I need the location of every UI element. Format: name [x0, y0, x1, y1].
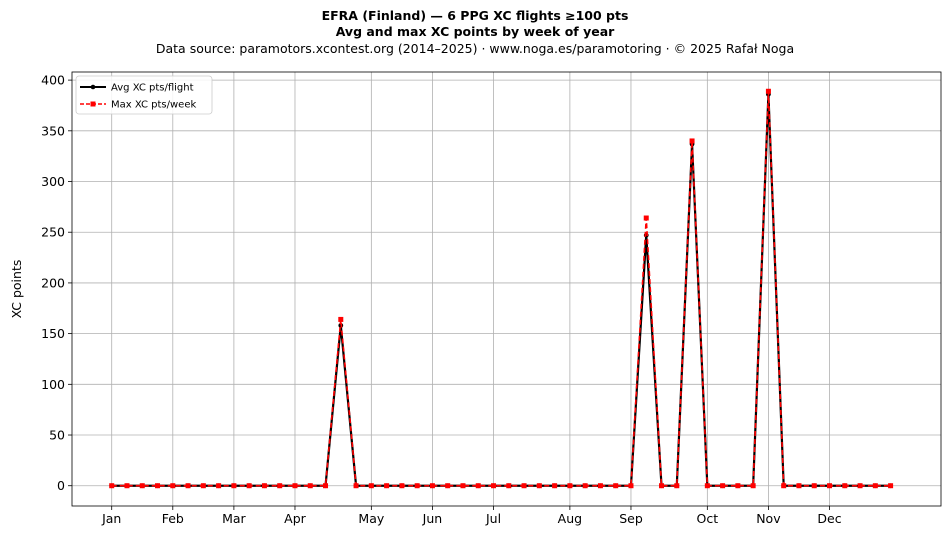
- series-line-max: [111, 90, 891, 487]
- x-tick-label: Oct: [697, 511, 719, 526]
- legend-marker-avg: [90, 84, 96, 90]
- data-point-max: [521, 483, 527, 489]
- axes: Jan Feb Mar Apr May Jun Jul Aug Sep Oct Nov Dec 0 50 1…: [9, 71, 942, 526]
- x-tick-label: Mar: [222, 511, 246, 526]
- data-point-max: [277, 483, 283, 489]
- data-point-max: [323, 483, 329, 489]
- data-point-max: [704, 483, 710, 489]
- chart-titles: EFRA (Finland) — 6 PPG XC flights ≥100 p…: [0, 8, 950, 57]
- y-tick-label: 200: [41, 275, 65, 290]
- data-point-max: [124, 483, 130, 489]
- data-point-max: [781, 483, 787, 489]
- data-point-max: [292, 483, 298, 489]
- data-point-max: [261, 483, 267, 489]
- data-point-max: [109, 483, 115, 489]
- data-point-max: [475, 483, 481, 489]
- data-point-max: [888, 483, 894, 489]
- data-point-max: [155, 483, 161, 489]
- data-point-max: [735, 483, 741, 489]
- y-tick-label: 150: [41, 326, 65, 341]
- data-point-max: [552, 483, 558, 489]
- data-point-max: [231, 483, 237, 489]
- data-point-max: [582, 483, 588, 489]
- x-tick-label: Nov: [756, 511, 781, 526]
- legend-label-max: Max XC pts/week: [111, 100, 196, 111]
- legend-label-avg: Avg XC pts/flight: [111, 83, 194, 94]
- data-point-max: [414, 483, 420, 489]
- data-point-max: [491, 483, 497, 489]
- data-point-max: [399, 483, 405, 489]
- y-tick-label: 250: [41, 225, 65, 240]
- y-tick-label: 100: [41, 377, 65, 392]
- data-point-max: [628, 483, 634, 489]
- x-tick-label: Jun: [422, 511, 443, 526]
- data-point-max: [674, 483, 680, 489]
- data-point-max: [307, 483, 313, 489]
- y-tick-label: 0: [57, 478, 65, 493]
- data-point-max: [811, 483, 817, 489]
- x-tick-label: Apr: [284, 511, 306, 526]
- y-tick-label: 300: [41, 174, 65, 189]
- series-line-avg: [111, 93, 891, 487]
- data-point-max: [750, 483, 756, 489]
- x-tick-label: May: [358, 511, 384, 526]
- data-point-max: [857, 483, 863, 489]
- data-point-max: [139, 483, 145, 489]
- data-point-max: [246, 483, 252, 489]
- data-point-max: [445, 483, 451, 489]
- data-point-max: [536, 483, 542, 489]
- y-tick-label: 50: [49, 428, 65, 443]
- grid-lines: [72, 72, 941, 506]
- y-axis-label: XC points: [9, 260, 24, 319]
- chart-title: EFRA (Finland) — 6 PPG XC flights ≥100 p…: [321, 8, 629, 23]
- legend-box: [75, 75, 213, 115]
- data-point-max: [842, 483, 848, 489]
- x-tick-label: Feb: [162, 511, 184, 526]
- data-point-max: [872, 483, 878, 489]
- data-point-max: [338, 316, 344, 322]
- x-tick-label: Dec: [817, 511, 841, 526]
- x-tick-label: Jan: [101, 511, 121, 526]
- x-tick-label: Jul: [485, 511, 501, 526]
- data-point-max: [643, 215, 649, 221]
- data-point-max: [720, 483, 726, 489]
- data-point-max: [170, 483, 176, 489]
- data-point-max: [597, 483, 603, 489]
- y-tick-label: 400: [41, 73, 65, 88]
- data-point-max: [827, 483, 833, 489]
- data-source-note: Data source: paramotors.xcontest.org (20…: [155, 41, 795, 56]
- data-point-max: [689, 138, 695, 144]
- legend-marker-max: [90, 101, 96, 107]
- data-point-max: [659, 483, 665, 489]
- data-point-max: [384, 483, 390, 489]
- data-point-max: [216, 483, 222, 489]
- x-tick-label: Sep: [619, 511, 643, 526]
- data-point-max: [506, 483, 512, 489]
- x-tick-label: Aug: [558, 511, 582, 526]
- data-point-max: [460, 483, 466, 489]
- data-point-max: [765, 88, 771, 94]
- plot-frame: [71, 71, 942, 507]
- data-point-max: [368, 483, 374, 489]
- chart-subtitle: Avg and max XC points by week of year: [335, 24, 615, 39]
- data-point-max: [429, 483, 435, 489]
- series-layer: [109, 88, 894, 489]
- data-point-max: [185, 483, 191, 489]
- data-point-max: [796, 483, 802, 489]
- data-point-max: [353, 483, 359, 489]
- data-point-max: [567, 483, 573, 489]
- data-point-max: [200, 483, 206, 489]
- legend: Avg XC pts/flight Max XC pts/week: [75, 75, 213, 115]
- y-tick-label: 350: [41, 123, 65, 138]
- data-point-max: [613, 483, 619, 489]
